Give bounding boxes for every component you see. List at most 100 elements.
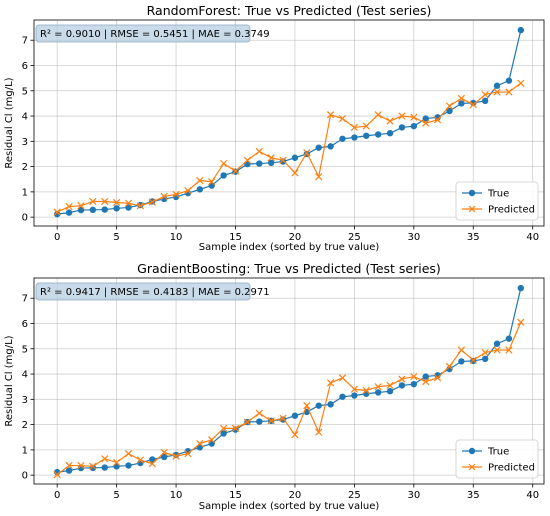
x-tick-label: 35 [467,490,480,501]
x-tick-label: 0 [54,490,60,501]
x-marker-stroke [89,197,97,206]
data-point-true [458,100,465,107]
data-point-predicted [469,356,477,364]
data-point-predicted [505,88,513,96]
data-point-predicted [315,428,323,436]
data-point-predicted [517,79,525,87]
x-marker-stroke [136,202,145,210]
x-marker-stroke [112,458,121,467]
data-point-predicted [303,402,311,410]
data-point-true [291,412,299,419]
legend-marker [468,189,476,197]
x-marker-stroke [172,190,180,199]
x-marker-stroke [410,113,418,121]
x-marker-stroke [148,460,156,468]
data-point-true [517,284,525,292]
x-tick-label: 5 [113,232,119,243]
y-axis-label: Residual Cl (mg/L) [4,77,15,168]
data-point-predicted [505,346,513,354]
data-point-true [315,402,322,409]
data-point-true [220,430,227,437]
data-point-predicted [184,450,192,458]
data-point-predicted [422,378,430,386]
x-marker-stroke [255,147,263,156]
data-point-predicted [101,455,109,463]
x-marker-stroke [445,362,454,371]
data-point-predicted [124,450,133,458]
x-marker-stroke [136,456,145,464]
data-point-predicted [445,362,454,371]
data-point-predicted [53,471,61,479]
x-marker-stroke [315,173,323,181]
y-tick-label: 0 [22,213,28,224]
data-point-predicted [398,375,406,383]
legend: True Predicted [455,181,539,221]
data-point-true [505,77,513,84]
x-marker-stroke [505,346,513,354]
data-point-true [398,124,406,131]
x-marker-stroke [231,424,240,433]
y-tick-label: 4 [22,370,28,381]
x-marker-stroke [469,356,477,364]
x-marker-stroke [243,156,252,164]
legend-item-true: True [462,189,509,200]
data-point-predicted [112,458,121,467]
x-marker-stroke [291,169,299,177]
chart-title: GradientBoosting: True vs Predicted (Tes… [137,261,441,276]
y-tick-label: 5 [22,86,28,97]
x-marker-stroke [208,436,216,444]
data-point-predicted [219,159,228,168]
data-point-predicted [255,147,263,156]
y-tick-label: 0 [22,471,28,482]
data-point-predicted [457,346,466,354]
legend-label: True [487,447,509,458]
x-marker-stroke [53,471,61,479]
x-tick-label: 35 [467,232,480,243]
y-tick-label: 3 [22,137,28,148]
data-point-predicted [493,88,501,96]
y-tick-label: 5 [22,344,28,355]
data-point-predicted [231,424,240,433]
data-point-predicted [208,178,216,186]
data-point-true [160,453,168,461]
x-tick-label: 15 [229,232,242,243]
data-point-true [77,206,85,214]
x-marker-stroke [422,378,430,386]
data-point-predicted [350,385,359,393]
x-marker-stroke [445,102,454,110]
data-point-predicted [410,113,418,121]
data-point-predicted [291,431,299,439]
data-point-predicted [77,461,85,470]
data-point-predicted [112,198,121,207]
y-tick-label: 2 [22,420,28,431]
data-point-true [410,122,418,130]
x-marker-stroke [374,383,382,391]
y-tick-label: 6 [22,319,28,330]
x-marker-stroke [386,381,394,390]
data-point-true [65,209,73,216]
x-marker-stroke [160,448,168,457]
data-point-predicted [196,176,204,185]
data-point-predicted [219,424,228,433]
data-point-true [386,130,394,137]
axes-frame [33,277,545,485]
metrics-box-background [35,24,251,43]
data-point-predicted [362,386,370,395]
data-point-predicted [315,173,323,181]
data-point-true [256,418,263,425]
x-marker-stroke [267,417,275,425]
data-point-true [113,205,120,212]
legend-label: Predicted [488,205,535,216]
data-point-true [410,380,418,388]
data-point-true [481,355,489,363]
x-marker-stroke [124,450,133,458]
series-line-true [57,29,522,215]
data-point-predicted [481,348,489,357]
data-point-true [351,134,358,141]
x-marker-stroke [481,348,489,357]
x-marker-stroke [433,116,442,124]
legend-label: True [487,189,509,200]
data-point-true [470,99,477,107]
x-marker-stroke [101,455,109,463]
data-point-predicted [184,186,192,195]
